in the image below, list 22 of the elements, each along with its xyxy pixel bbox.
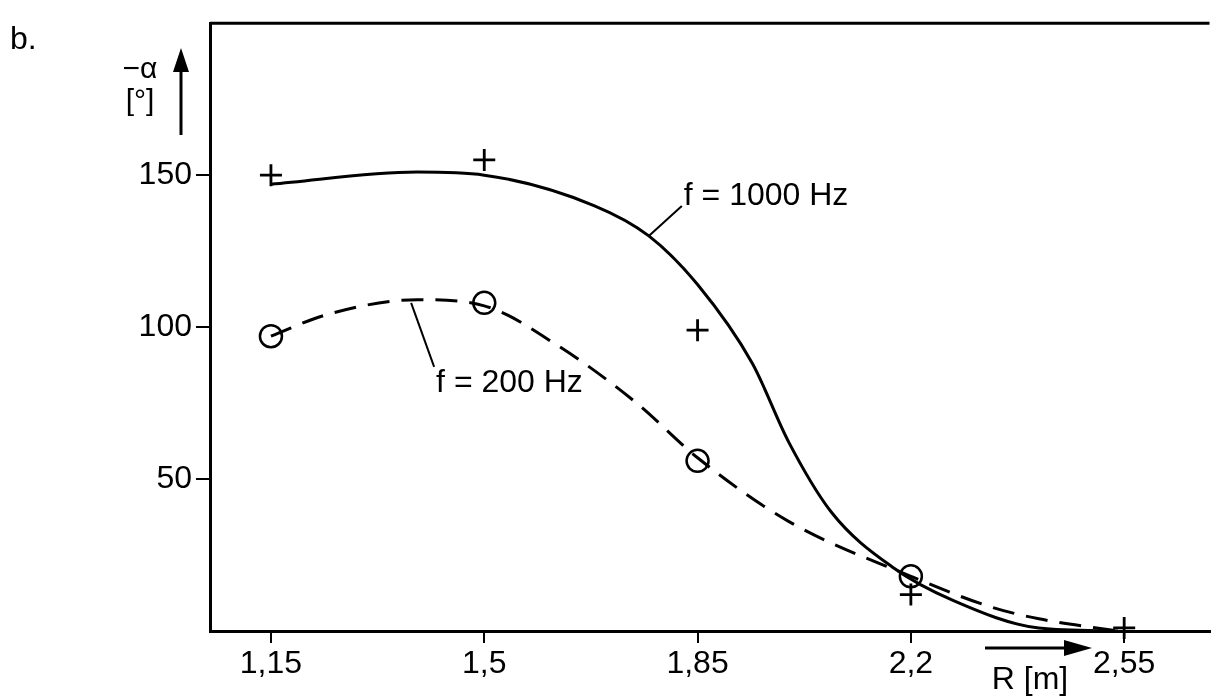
x-tick-label: 2,55 xyxy=(1093,644,1156,681)
x-tick-label: 2,2 xyxy=(888,644,934,681)
point xyxy=(473,148,496,171)
annotation: f = 200 Hz xyxy=(436,362,583,399)
text: b. xyxy=(10,19,37,56)
point xyxy=(259,164,282,187)
point xyxy=(685,448,710,474)
point xyxy=(686,319,709,342)
y-tick-label: 50 xyxy=(156,458,192,495)
x-tick-label: 1,85 xyxy=(666,644,729,681)
y-tick-label: 150 xyxy=(138,154,192,191)
annotation: f = 1000 Hz xyxy=(683,175,849,212)
y-tick-label: 100 xyxy=(138,306,192,343)
x-axis-title: R [m] xyxy=(991,659,1069,696)
point xyxy=(258,323,284,349)
point xyxy=(1113,616,1136,639)
x-tick-label: 1,5 xyxy=(462,644,507,681)
point xyxy=(472,290,497,316)
point xyxy=(898,564,924,589)
point xyxy=(899,583,922,606)
y-axis-title: −α [°] xyxy=(122,51,158,117)
x-tick-label: 1,15 xyxy=(239,644,303,681)
